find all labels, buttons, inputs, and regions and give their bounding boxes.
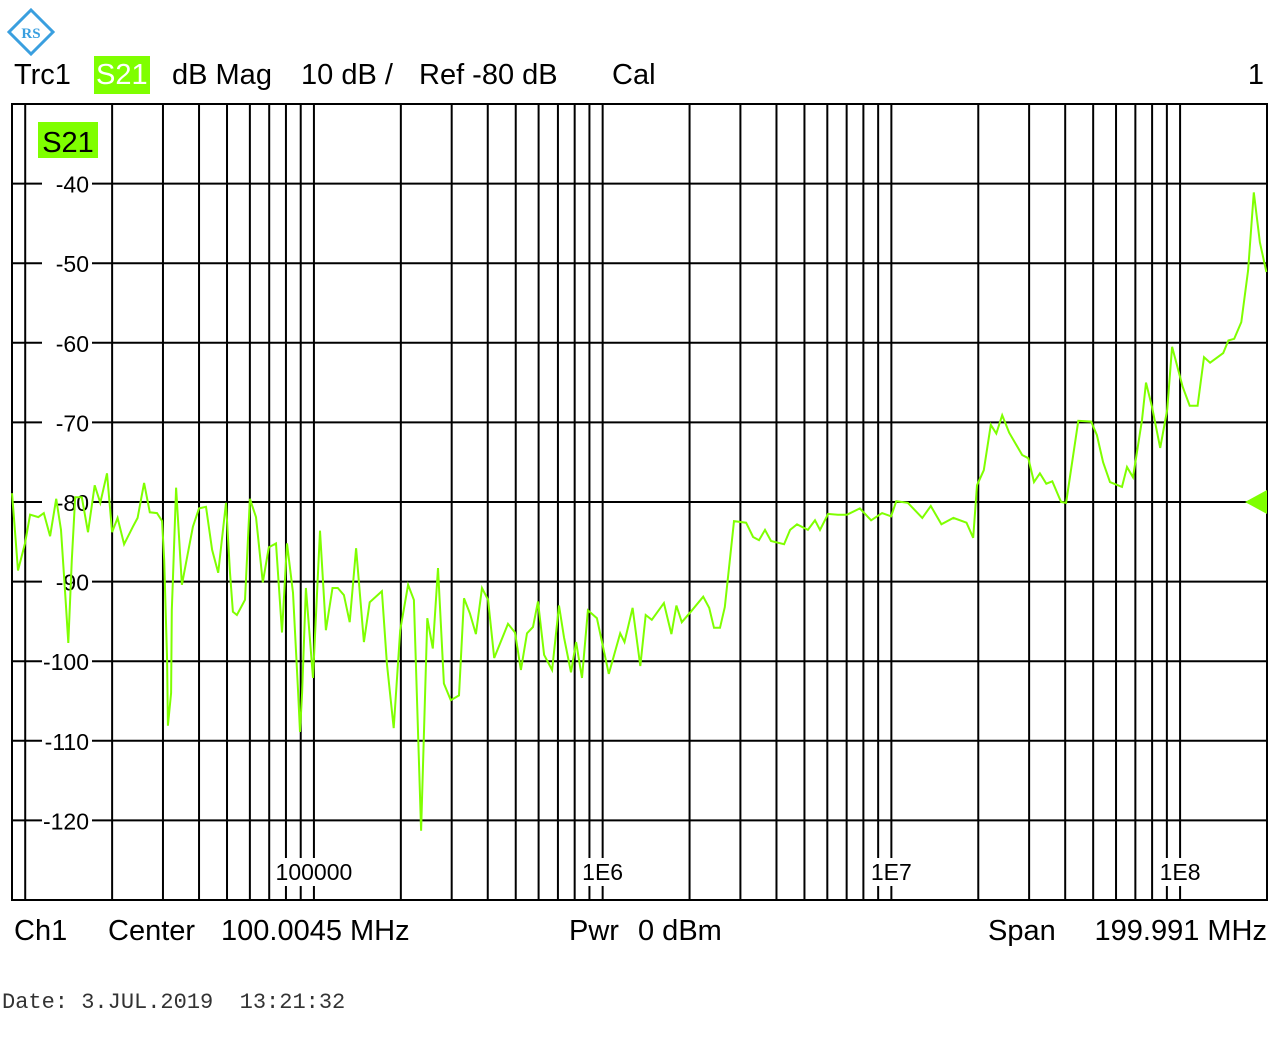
y-tick-label-bg	[42, 726, 92, 755]
y-tick-label-bg	[42, 647, 92, 676]
power-label: Pwr	[569, 915, 619, 947]
y-tick-label: -70	[56, 410, 89, 436]
legend-box	[38, 122, 98, 158]
y-tick-label-bg	[42, 408, 92, 437]
x-tick-label-bg	[868, 858, 914, 886]
x-tick-label: 100000	[276, 859, 353, 885]
x-tick-label-bg	[1157, 858, 1203, 886]
channel-label: Ch1	[14, 915, 68, 947]
y-tick-label: -100	[43, 649, 89, 675]
x-tick-label: 1E8	[1160, 859, 1201, 885]
y-tick-label-bg	[42, 328, 92, 357]
y-tick-label: -50	[56, 251, 89, 277]
y-tick-label: -110	[45, 729, 89, 755]
y-tick-label-bg	[42, 249, 92, 278]
trace-name[interactable]: Trc1	[14, 59, 71, 91]
center-frequency[interactable]: 100.0045 MHz	[221, 915, 410, 947]
date-stamp: Date: 3.JUL.2019 13:21:32	[2, 990, 346, 1015]
y-tick-label-bg	[42, 169, 92, 198]
legend-label: S21	[42, 127, 94, 159]
x-tick-label: 1E6	[582, 859, 623, 885]
center-label: Center	[108, 915, 196, 947]
scale-label[interactable]: 10 dB /	[301, 59, 393, 91]
y-tick-label-bg	[42, 806, 92, 835]
y-tick-label: -120	[43, 808, 89, 834]
series-line-s21	[11, 192, 1268, 831]
y-tick-label: -60	[56, 331, 89, 357]
reference-level-marker[interactable]	[1245, 490, 1267, 514]
format-label[interactable]: dB Mag	[172, 59, 272, 91]
span-value[interactable]: 199.991 MHz	[1094, 915, 1268, 947]
x-tick-label-bg	[580, 858, 626, 886]
rohde-schwarz-logo: RS	[7, 8, 55, 56]
y-tick-label: -90	[56, 570, 89, 596]
y-tick-label-bg	[42, 567, 92, 596]
svg-text:RS: RS	[21, 26, 40, 42]
span-label: Span	[988, 915, 1056, 947]
cal-status: Cal	[612, 59, 656, 91]
x-tick-label-bg	[271, 858, 356, 886]
power-value[interactable]: 0 dBm	[638, 915, 722, 947]
y-tick-label: -40	[56, 172, 89, 198]
measured-parameter-tag[interactable]: S21	[94, 56, 150, 94]
window-number: 1	[1247, 59, 1264, 91]
grid	[11, 103, 1268, 901]
x-tick-label: 1E7	[871, 859, 912, 885]
reference-label[interactable]: Ref -80 dB	[419, 59, 558, 91]
